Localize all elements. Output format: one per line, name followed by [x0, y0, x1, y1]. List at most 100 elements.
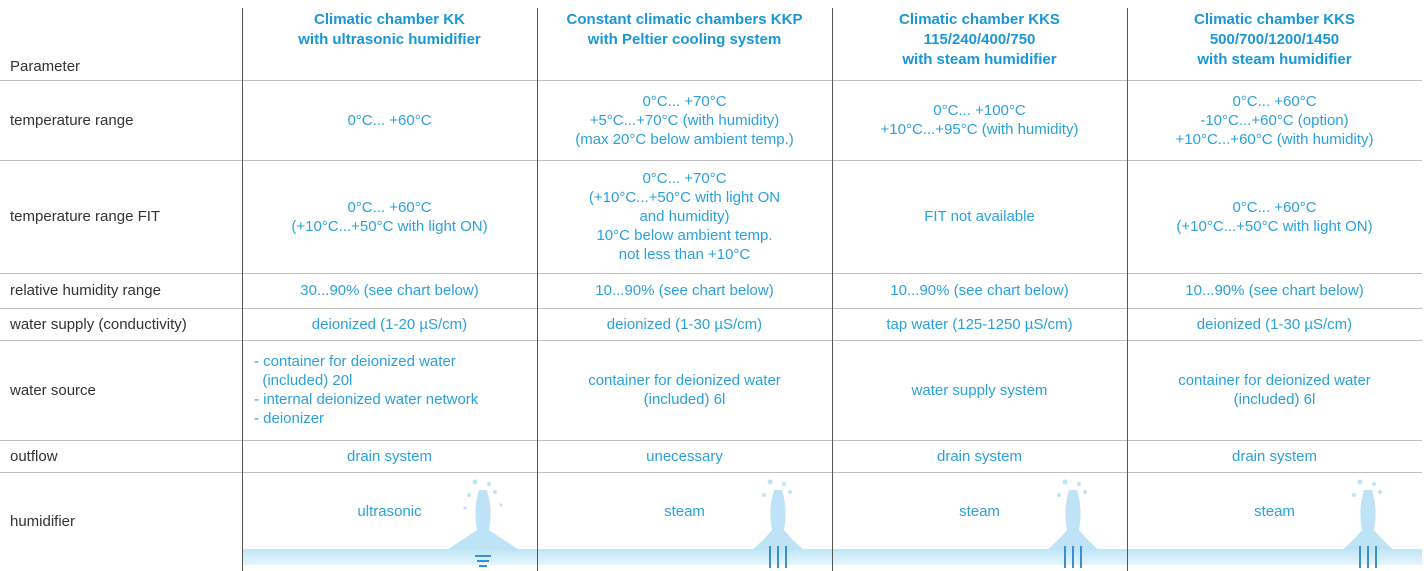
table-cell: 30...90% (see chart below) [242, 273, 537, 308]
row-label: water source [0, 340, 242, 440]
cell-text: drain system [1231, 447, 1318, 465]
table-cell: 0°C... +60°C (+10°C...+50°C with light ON… [1127, 160, 1422, 273]
cell-text: steam [959, 503, 1000, 520]
table-cell: 0°C... +70°C +5°C...+70°C (with humidity)… [537, 80, 832, 160]
cell-text: Climatic chamber KKS [1194, 11, 1355, 28]
cell-text: - deionizer [254, 410, 325, 427]
table-cell: 10...90% (see chart below) [1127, 273, 1422, 308]
row-divider [0, 160, 1422, 161]
column-header: Climatic chamber KK with ultrasonic humid… [242, 0, 537, 80]
cell-text: - internal deionized water network [254, 391, 479, 408]
table-cell: drain system [832, 440, 1127, 472]
cell-text: Constant climatic chambers KKP [566, 11, 803, 28]
cell-text: (+10°C...+50°C with light ON) [291, 217, 488, 235]
column-header: Constant climatic chambers KKP with Pelti… [537, 0, 832, 80]
cell-text: -10°C...+60°C (option) [1200, 111, 1349, 129]
cell-text: temperature range [10, 111, 134, 129]
cell-text: 0°C... +100°C [933, 102, 1026, 119]
cell-text: water supply (conductivity) [10, 315, 187, 333]
column-divider [242, 8, 243, 571]
table-cell: tap water (125-1250 µS/cm) [832, 308, 1127, 340]
row-label: outflow [0, 440, 242, 472]
row-label: relative humidity range [0, 273, 242, 308]
cell-text: drain system [936, 447, 1023, 465]
cell-text: water supply system [911, 381, 1048, 399]
cell-text: with Peltier cooling system [587, 31, 782, 48]
table-cell: FIT not available [832, 160, 1127, 273]
table-cell: deionized (1-20 µS/cm) [242, 308, 537, 340]
cell-text: FIT not available [924, 208, 1035, 225]
cell-text: +10°C...+95°C (with humidity) [880, 121, 1079, 138]
cell-text: 0°C... +60°C [1232, 92, 1317, 110]
cell-text: container for deionized water [1178, 372, 1371, 389]
cell-text: 0°C... +70°C [642, 92, 727, 110]
table-cell: unecessary [537, 440, 832, 472]
cell-text: 115/240/400/750 [923, 31, 1036, 48]
parameter-header: Parameter [0, 0, 242, 80]
cell-text: 10...90% (see chart below) [595, 282, 774, 299]
table-cell: water supply system [832, 340, 1127, 440]
table-cell: container for deionized water (included) … [537, 340, 832, 440]
cell-text: drain system [346, 447, 433, 465]
table-cell: 0°C... +60°C (+10°C...+50°C with light ON… [242, 160, 537, 273]
row-divider [0, 80, 1422, 81]
table-cell: ultrasonic [242, 472, 537, 571]
cell-text: steam [664, 503, 705, 520]
cell-text: relative humidity range [10, 282, 161, 299]
cell-text: +5°C...+70°C (with humidity) [589, 111, 780, 129]
cell-text: (+10°C...+50°C with light ON [588, 189, 781, 206]
row-divider [0, 340, 1422, 341]
cell-text: not less than +10°C [618, 246, 751, 263]
cell-text: deionized (1-30 µS/cm) [606, 315, 763, 333]
cell-text: 10...90% (see chart below) [1185, 282, 1364, 299]
cell-text: 0°C... +70°C [642, 170, 727, 187]
cell-text: (+10°C...+50°C with light ON) [1176, 217, 1373, 235]
cell-text: 500/700/1200/1450 [1209, 31, 1340, 48]
table-cell: steam [1127, 472, 1422, 571]
column-divider [832, 8, 833, 571]
row-label: temperature range FIT [0, 160, 242, 273]
cell-text: with steam humidifier [902, 51, 1057, 68]
table-cell: steam [832, 472, 1127, 571]
table-cell: 10...90% (see chart below) [537, 273, 832, 308]
row-divider [0, 472, 1422, 473]
row-label: water supply (conductivity) [0, 308, 242, 340]
table-cell: 0°C... +60°C -10°C...+60°C (option) +10°C.… [1127, 80, 1422, 160]
column-header: Climatic chamber KKS 500/700/1200/1450 wit… [1127, 0, 1422, 80]
table-cell: 0°C... +100°C +10°C...+95°C (with humidit… [832, 80, 1127, 160]
cell-text: 30...90% (see chart below) [300, 282, 479, 299]
column-header: Climatic chamber KKS 115/240/400/750 with … [832, 0, 1127, 80]
table-cell: container for deionized water (included) … [1127, 340, 1422, 440]
cell-text: 0°C... +60°C [347, 198, 432, 216]
cell-text: outflow [10, 447, 58, 465]
cell-text: Climatic chamber KKS [899, 11, 1060, 28]
cell-text: unecessary [646, 447, 723, 465]
cell-text: +10°C...+60°C (with humidity) [1175, 130, 1374, 148]
cell-text: 0°C... +60°C [347, 111, 432, 129]
row-label: temperature range [0, 80, 242, 160]
cell-text: Climatic chamber KK [314, 11, 465, 28]
cell-text: (included) 6l [643, 391, 726, 408]
table-cell: deionized (1-30 µS/cm) [537, 308, 832, 340]
cell-text: 10...90% (see chart below) [890, 282, 1069, 299]
table-cell: drain system [242, 440, 537, 472]
fountain-icons [447, 479, 1394, 568]
cell-text: ultrasonic [357, 503, 422, 520]
cell-text: (max 20°C below ambient temp.) [575, 130, 794, 148]
row-label: humidifier [0, 472, 242, 571]
cell-text: with ultrasonic humidifier [298, 31, 481, 48]
table-cell: - container for deionized water (include… [242, 340, 537, 440]
cell-text: (included) 6l [1233, 391, 1316, 408]
cell-text: with steam humidifier [1197, 51, 1352, 68]
row-divider [0, 308, 1422, 309]
cell-text: Parameter [10, 58, 81, 75]
cell-text: container for deionized water [588, 372, 781, 389]
cell-text: humidifier [10, 513, 76, 530]
cell-text: 10°C below ambient temp. [596, 227, 773, 244]
cell-text: 0°C... +60°C [1232, 198, 1317, 216]
cell-text: temperature range FIT [10, 208, 161, 225]
table-cell: 0°C... +60°C [242, 80, 537, 160]
cell-text: tap water (125-1250 µS/cm) [886, 315, 1073, 333]
